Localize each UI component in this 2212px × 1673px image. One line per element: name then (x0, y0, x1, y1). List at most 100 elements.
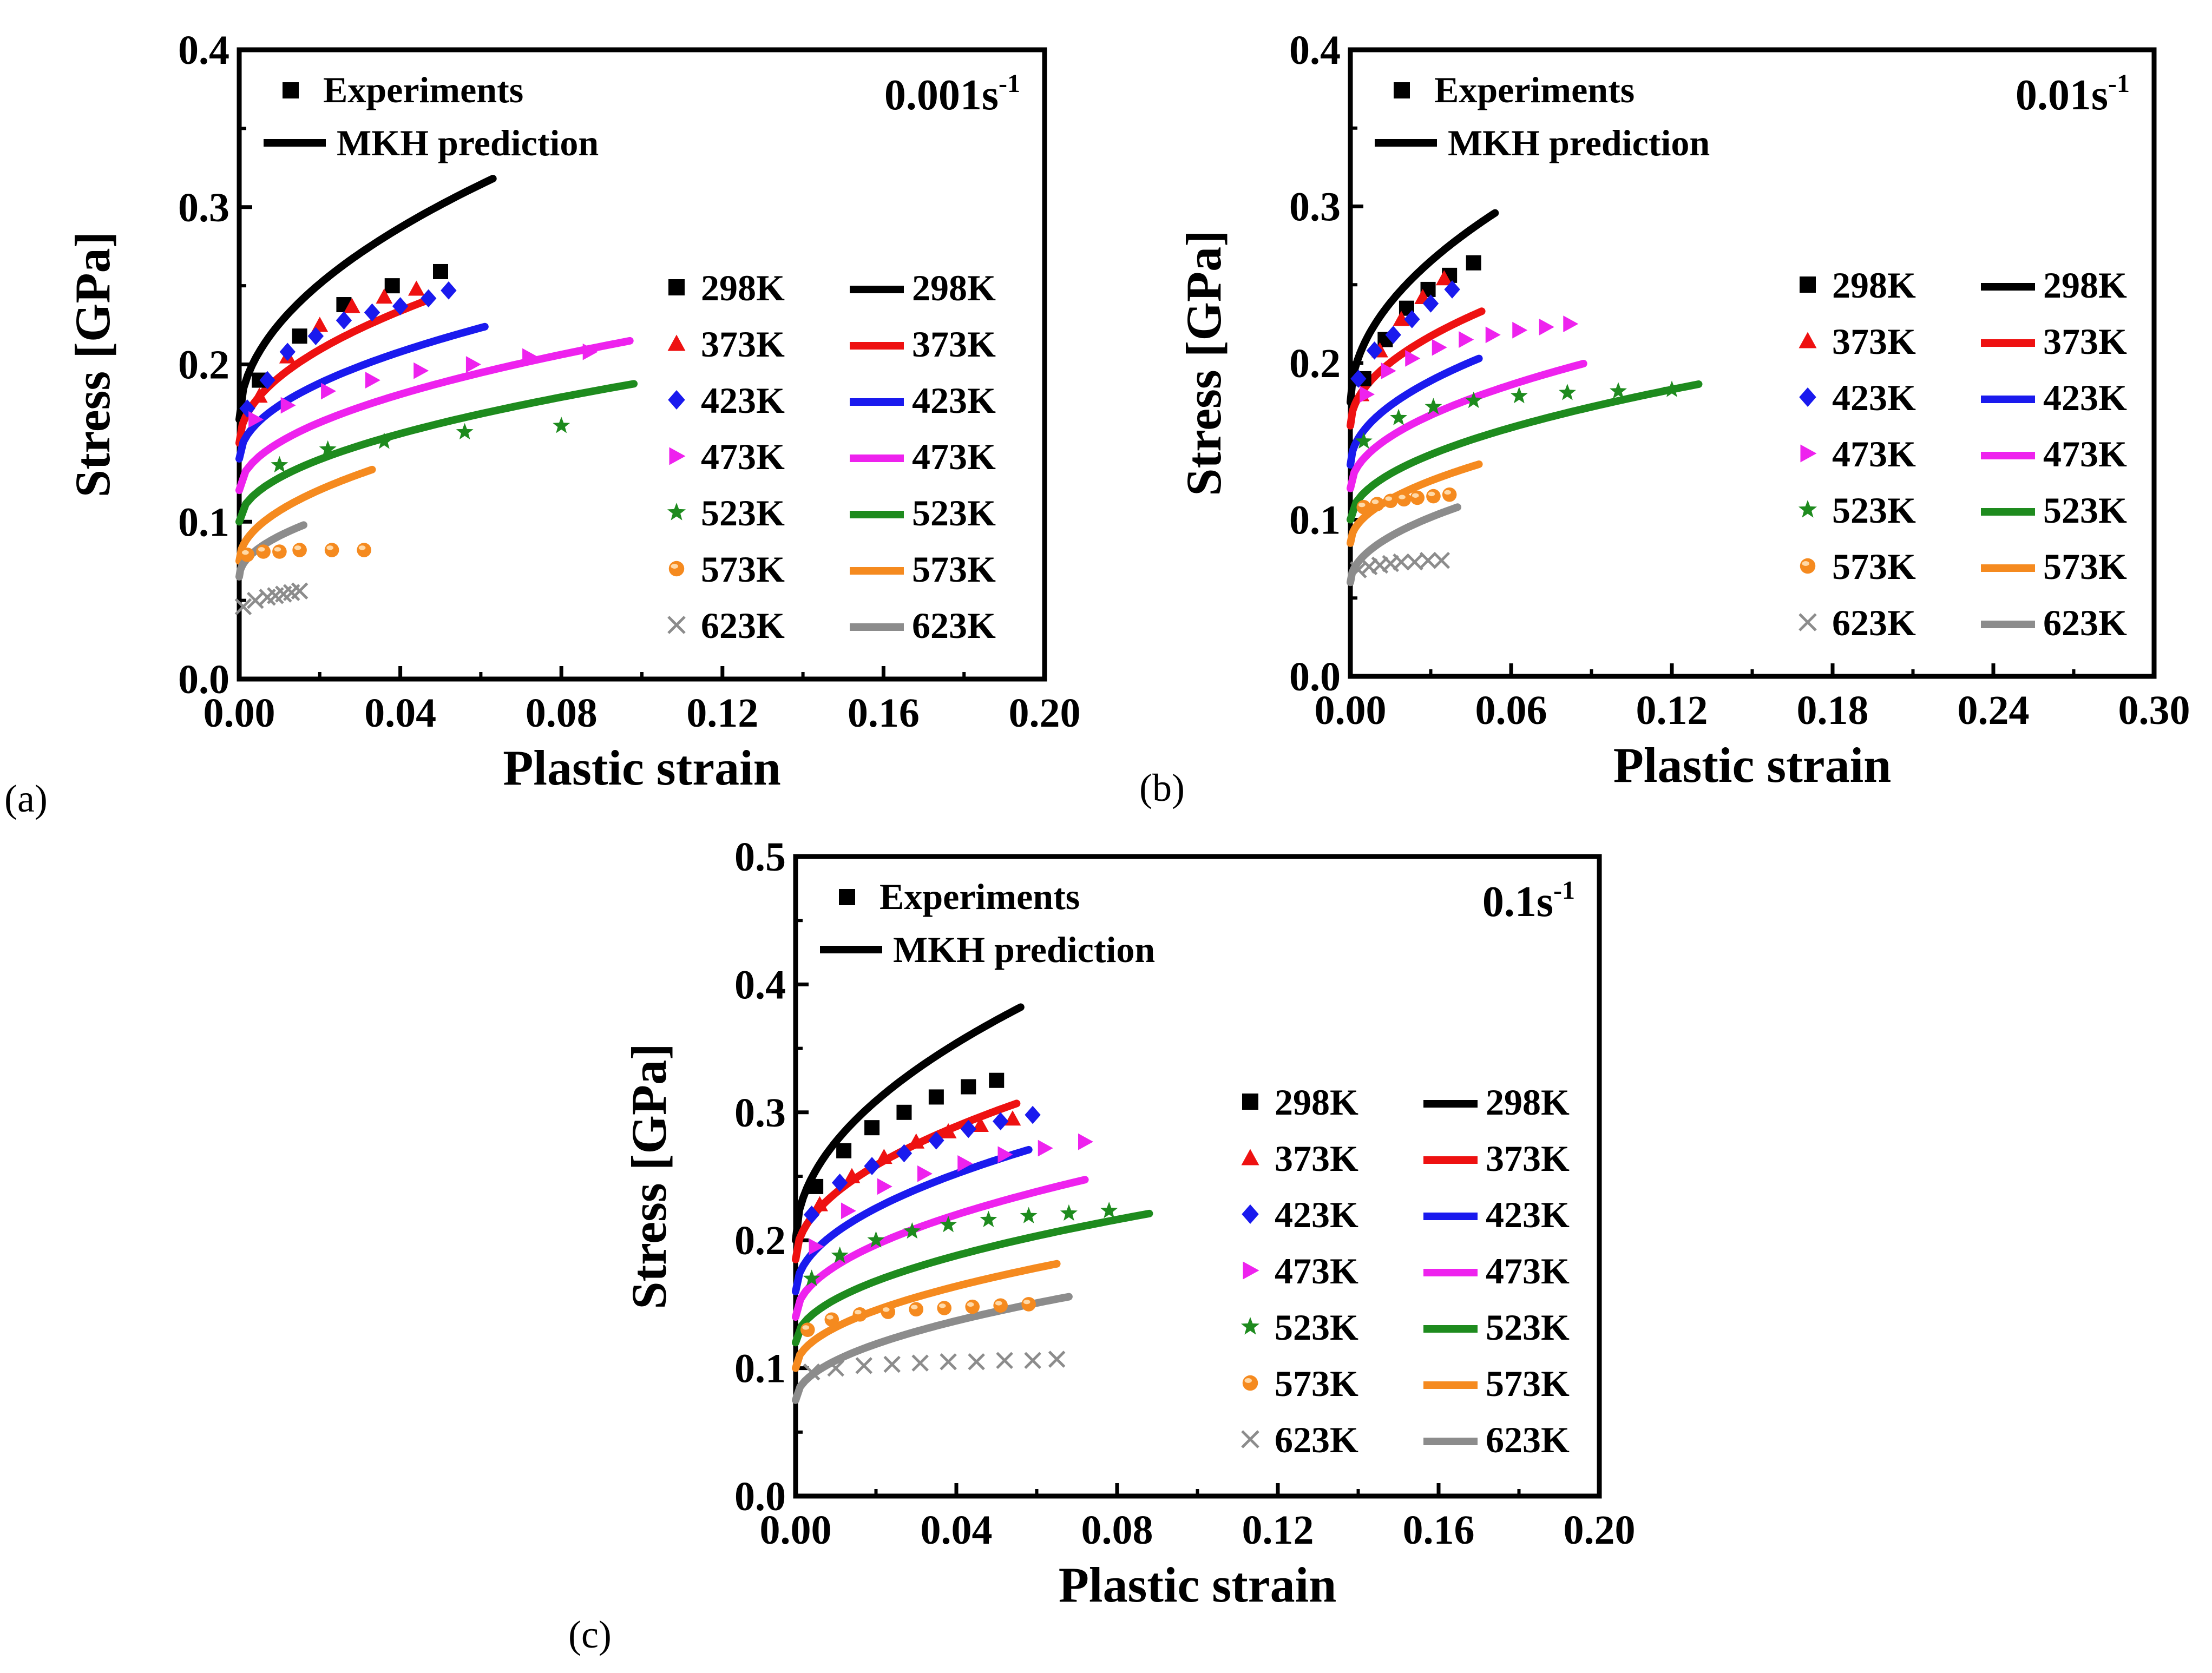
legend-exp-label-473K: 473K (701, 436, 785, 477)
experiment-point-473K (1563, 315, 1579, 333)
legend-exp-label-623K: 623K (701, 605, 785, 646)
experiment-point-623K (1419, 552, 1437, 569)
prediction-curve-623K (792, 1293, 1073, 1404)
experiment-point-473K (413, 362, 429, 379)
experiment-point-523K (319, 440, 337, 457)
experiment-point-473K (957, 1155, 973, 1172)
experiment-point-523K (903, 1222, 921, 1239)
legend-exp-label-423K: 423K (701, 380, 785, 421)
experiment-point-623K (1393, 553, 1410, 571)
x-tick-label: 0.12 (1242, 1507, 1314, 1553)
y-tick-label: 0.5 (734, 834, 786, 880)
experiment-point-523K (1100, 1202, 1118, 1218)
prediction-curve-298K (235, 175, 497, 424)
experiment-point-373K (843, 1168, 861, 1183)
experiment-point-523K (1465, 391, 1482, 409)
x-tick-label: 0.00 (1315, 688, 1387, 733)
legend-model-label-473K: 473K (1486, 1250, 1570, 1292)
experiment-point-473K (841, 1202, 856, 1220)
experiment-point-473K (365, 372, 380, 388)
y-tick-label: 0.4 (734, 962, 786, 1007)
experiment-point-423K (1366, 341, 1383, 360)
legend-exp-label-473K: 473K (1832, 433, 1916, 475)
x-tick-label: 0.04 (364, 690, 436, 736)
strain-rate-label: 0.1s-1 (1482, 876, 1575, 926)
experiment-point-573K (272, 544, 287, 559)
experiment-point-573K (240, 548, 255, 562)
x-tick-label: 0.06 (1475, 688, 1547, 733)
legend-exp-marker-573K (1800, 558, 1816, 574)
chart-panel-b: 0.00 0.06 0.12 0.18 0.24 0.30 0.0 0.1 0.2 0.3 0.4 P… (1176, 28, 2190, 793)
experiment-point-423K (336, 311, 352, 330)
experiment-point-523K (1355, 432, 1373, 449)
experiment-point-573K (1383, 493, 1398, 509)
experiment-point-623K (883, 1355, 901, 1373)
y-tick-label: 0.2 (734, 1218, 786, 1263)
experiment-point-423K (804, 1206, 820, 1224)
experiment-point-298K (433, 264, 448, 279)
x-tick-label: 0.16 (848, 690, 920, 736)
experiment-point-373K (811, 1196, 828, 1211)
experiment-point-623K (234, 598, 252, 616)
prediction-curve-423K (792, 1145, 1033, 1295)
experiment-point-473K (1432, 339, 1447, 356)
experiment-point-523K (831, 1246, 849, 1263)
legend-exp-label-573K: 573K (1832, 546, 1916, 587)
experiment-point-473K (1078, 1133, 1093, 1150)
experiment-point-298K (384, 278, 400, 294)
experiment-point-523K (803, 1269, 821, 1286)
experiment-point-473K (280, 397, 296, 414)
legend-model-label-473K: 473K (2043, 433, 2127, 475)
legend-exp-marker-523K (1798, 500, 1817, 518)
experiment-point-298K (961, 1079, 976, 1095)
experiment-point-623K (996, 1352, 1013, 1369)
experiment-point-523K (1060, 1204, 1078, 1221)
experiment-point-423K (279, 342, 296, 361)
experiment-point-373K (1435, 270, 1453, 286)
experiment-point-473K (1360, 386, 1375, 403)
experiment-point-573K (881, 1305, 896, 1319)
experiment-point-473K (1405, 350, 1421, 367)
legend-exp-marker-473K (1800, 444, 1817, 463)
experiment-point-473K (522, 348, 538, 365)
experiment-point-473K (1381, 363, 1396, 379)
legend-exp-label-523K: 523K (701, 492, 785, 533)
legend-model-label-573K: 573K (1486, 1363, 1570, 1404)
experiment-point-523K (1390, 409, 1408, 425)
x-tick-label: 0.18 (1797, 688, 1869, 733)
experiment-point-573K (1356, 500, 1371, 515)
experiment-point-573K (1442, 487, 1457, 502)
legend-exp-label-298K: 298K (1832, 265, 1916, 306)
legend-experiments-marker (283, 82, 299, 98)
x-axis-label: Plastic strain (1059, 1557, 1337, 1612)
chart-panel-c: 0.00 0.04 0.08 0.12 0.16 0.20 0.0 0.1 0.2 0.3 0.4 0… (621, 834, 1636, 1612)
experiment-point-473K (1539, 319, 1554, 335)
experiment-point-623K (291, 582, 309, 600)
y-tick-label: 0.4 (1289, 28, 1341, 73)
x-tick-label: 0.30 (2118, 688, 2190, 733)
experiment-point-423K (1404, 310, 1420, 328)
legend-exp-label-573K: 573K (701, 549, 785, 590)
legend-exp-marker-623K (1241, 1430, 1259, 1448)
legend-model-label-373K: 373K (1486, 1138, 1570, 1179)
x-tick-label: 0.16 (1403, 1507, 1475, 1553)
experiment-point-373K (908, 1133, 925, 1149)
legend-exp-marker-298K (668, 279, 685, 295)
legend-model-label: MKH prediction (1448, 122, 1710, 163)
legend-model-label-573K: 573K (912, 549, 996, 590)
x-tick-label: 0.20 (1009, 690, 1081, 736)
legend-exp-label-573K: 573K (1275, 1363, 1358, 1404)
y-tick-label: 0.2 (1289, 341, 1341, 386)
experiment-point-423K (1385, 326, 1401, 344)
legend-exp-marker-298K (1800, 276, 1816, 293)
legend-exp-marker-423K (668, 390, 685, 410)
experiment-point-573K (256, 544, 271, 559)
legend-exp-marker-523K (667, 503, 686, 521)
legend-exp-label-373K: 373K (1832, 321, 1916, 362)
legend-exp-label-298K: 298K (701, 267, 785, 308)
legend-exp-label-298K: 298K (1275, 1082, 1358, 1123)
x-tick-label: 0.08 (526, 690, 598, 736)
experiment-point-423K (1422, 294, 1439, 313)
prediction-curve-298K (1347, 209, 1499, 406)
experiment-point-423K (441, 281, 457, 300)
